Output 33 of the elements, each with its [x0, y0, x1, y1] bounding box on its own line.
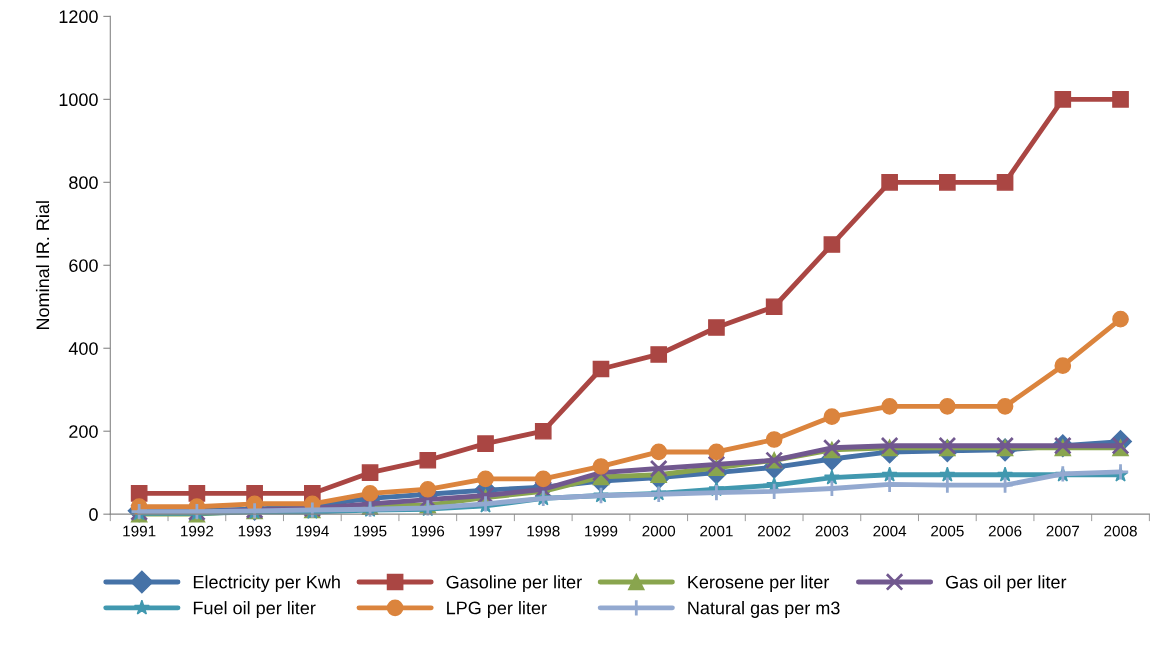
x-tick-label: 2005	[931, 525, 964, 537]
x-tick-label: 2004	[873, 525, 907, 537]
x-tick-label: 2002	[757, 525, 791, 537]
legend-label: Natural gas per m3	[688, 601, 840, 618]
y-tick-label: 400	[68, 342, 98, 355]
x-tick-label: 2001	[700, 525, 733, 537]
y-tick-label: 1000	[59, 93, 98, 107]
x-tick-label: 1994	[296, 525, 329, 537]
y-tick-label: 600	[69, 259, 98, 272]
x-tick-label: 1992	[181, 525, 214, 537]
y-tick-label: 800	[69, 176, 98, 190]
legend-label: Gasoline per liter	[446, 575, 582, 593]
x-tick-label: 1995	[354, 525, 387, 537]
x-tick-label: 2006	[988, 525, 1022, 537]
y-axis-title: Nominal IR. Rial	[35, 201, 50, 330]
x-tick-label: 1998	[527, 525, 560, 537]
x-tick-label: 1991	[123, 525, 156, 537]
x-tick-label: 2007	[1046, 525, 1080, 537]
x-tick-label: 2000	[642, 525, 676, 537]
x-tick-label: 1999	[585, 525, 618, 537]
y-tick-label: 0	[89, 508, 98, 521]
legend-label: Gas oil per liter	[946, 575, 1067, 593]
y-tick-label: 200	[69, 425, 98, 438]
x-tick-label: 2003	[815, 525, 849, 537]
legend-label: Electricity per Kwh	[193, 575, 340, 593]
y-tick-label: 1200	[59, 10, 98, 24]
x-tick-label: 1996	[411, 525, 445, 537]
legend-label: Kerosene per liter	[688, 575, 830, 593]
x-tick-label: 1997	[469, 525, 502, 537]
legend-label: Fuel oil per liter	[193, 601, 316, 618]
x-tick-label: 2008	[1104, 525, 1137, 537]
legend-label: LPG per liter	[447, 601, 547, 618]
x-tick-label: 1993	[238, 525, 271, 537]
